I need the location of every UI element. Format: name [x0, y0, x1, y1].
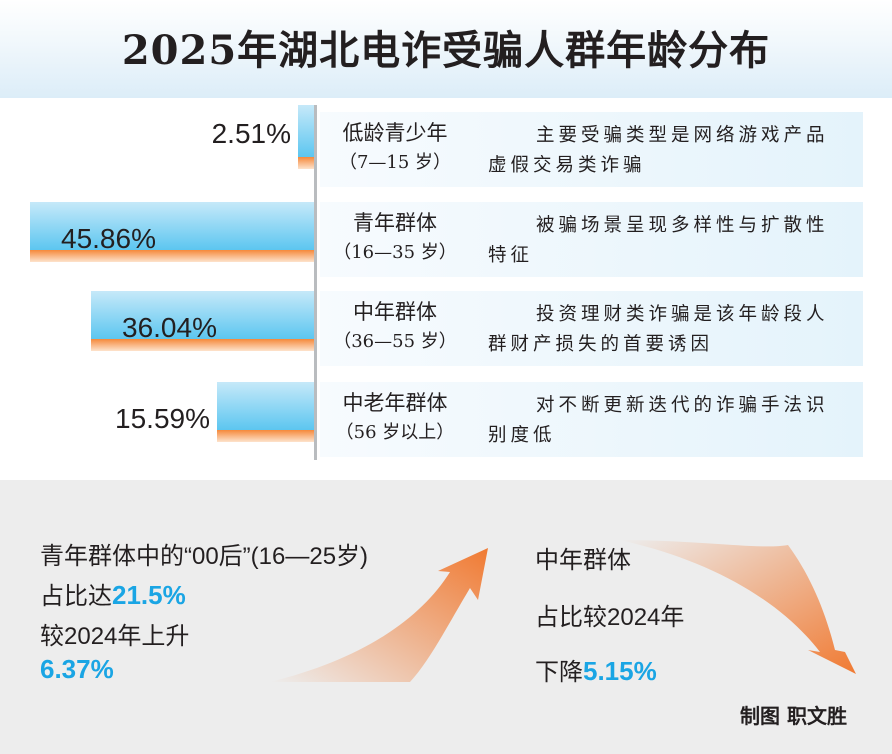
- bar-orange-segment: [91, 338, 314, 351]
- group-description: 被骗场景呈现多样性与扩散性特征: [488, 215, 829, 266]
- bar: [217, 382, 314, 452]
- down-arrow-icon: [620, 540, 856, 674]
- bar: [91, 291, 314, 361]
- group-range: （16—35 岁）: [333, 242, 457, 263]
- bar-value-label: 15.59%: [115, 402, 210, 434]
- bar: [30, 202, 314, 272]
- bar-blue-segment: [91, 291, 314, 339]
- bar-value-label: 2.51%: [211, 117, 291, 149]
- bar-value-label: 36.04%: [122, 311, 217, 343]
- middle-age-compare: 占比较2024年: [535, 604, 685, 631]
- bar-orange-segment: [217, 429, 314, 442]
- axis-line: [314, 105, 317, 460]
- group-label: 中老年群体 （56 岁以上）: [320, 388, 470, 448]
- group-name: 中年群体: [353, 300, 437, 324]
- group-row: 青年群体 （16—35 岁） 被骗场景呈现多样性与扩散性特征: [320, 202, 863, 277]
- youth-share-value: 21.5%: [112, 580, 186, 610]
- youth-change-label: 较2024年上升: [40, 623, 190, 650]
- title-band: [0, 0, 892, 98]
- group-range: （56 岁以上）: [335, 422, 455, 443]
- group-row: 低龄青少年 （7—15 岁） 主要受骗类型是网络游戏产品虚假交易类诈骗: [320, 112, 863, 187]
- middle-age-change: 下降5.15%: [535, 652, 657, 687]
- up-arrow-icon: [270, 548, 488, 682]
- bar-orange-segment: [298, 156, 314, 169]
- bar-blue-segment: [217, 382, 314, 430]
- group-label: 中年群体 （36—55 岁）: [320, 297, 470, 357]
- youth-share-line: 占比达21.5%: [40, 576, 186, 611]
- group-name: 低龄青少年: [342, 121, 448, 145]
- bar-blue-segment: [298, 105, 314, 157]
- bar-value-label: 45.86%: [61, 222, 156, 254]
- bar-orange-segment: [30, 249, 314, 262]
- group-name: 中老年群体: [342, 391, 448, 415]
- group-description: 主要受骗类型是网络游戏产品虚假交易类诈骗: [488, 125, 829, 176]
- youth-share-prefix: 占比达: [40, 583, 112, 610]
- middle-age-change-prefix: 下降: [535, 659, 583, 686]
- group-range: （36—55 岁）: [333, 331, 457, 352]
- group-name: 青年群体: [353, 211, 437, 235]
- group-label: 青年群体 （16—35 岁）: [320, 208, 470, 268]
- youth-change-value: 6.37%: [40, 654, 114, 684]
- credit: 制图 职文胜: [740, 704, 847, 728]
- group-range: （7—15 岁）: [338, 152, 452, 173]
- group-label: 低龄青少年 （7—15 岁）: [320, 118, 470, 178]
- bar: [298, 105, 314, 181]
- group-description: 对不断更新迭代的诈骗手法识别度低: [488, 395, 829, 446]
- middle-age-change-value: 5.15%: [583, 656, 657, 686]
- group-row: 中年群体 （36—55 岁） 投资理财类诈骗是该年龄段人群财产损失的首要诱因: [320, 291, 863, 366]
- middle-age-label: 中年群体: [535, 547, 631, 574]
- youth-00s-label: 青年群体中的“00后”(16—25岁): [40, 543, 369, 570]
- group-description: 投资理财类诈骗是该年龄段人群财产损失的首要诱因: [488, 304, 829, 355]
- group-row: 中老年群体 （56 岁以上） 对不断更新迭代的诈骗手法识别度低: [320, 382, 863, 457]
- bar-blue-segment: [30, 202, 314, 250]
- chart-title: 2025年湖北电诈受骗人群年龄分布: [121, 27, 771, 74]
